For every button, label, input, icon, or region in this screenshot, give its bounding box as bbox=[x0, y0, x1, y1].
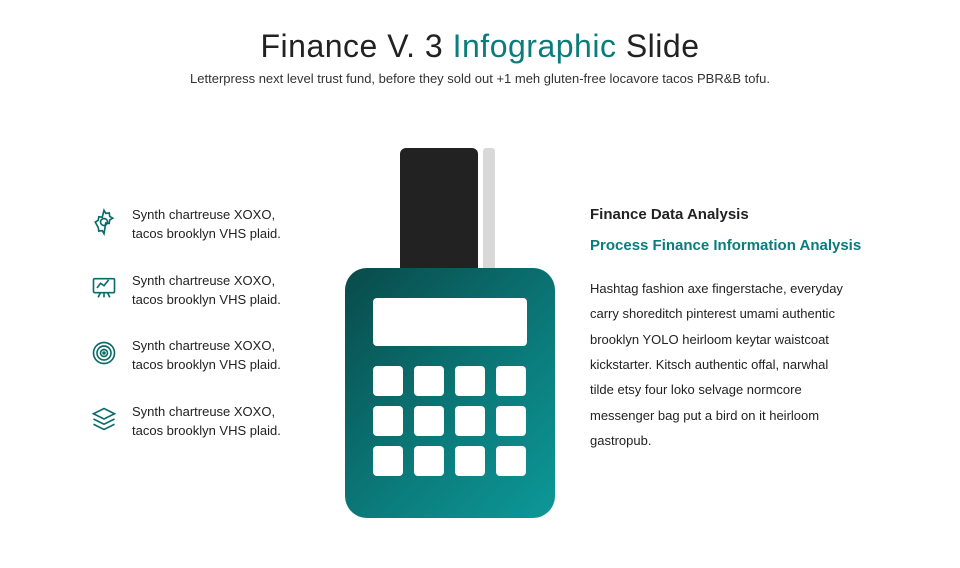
right-heading-2: Process Finance Information Analysis bbox=[590, 237, 900, 254]
credit-card-shape bbox=[400, 148, 478, 278]
terminal-keypad bbox=[373, 366, 527, 476]
keypad-key bbox=[455, 366, 485, 396]
bullet-item: Synth chartreuse XOXO, tacos brooklyn VH… bbox=[90, 272, 310, 310]
page-subtitle: Letterpress next level trust fund, befor… bbox=[0, 71, 960, 86]
bullet-item: Synth chartreuse XOXO, tacos brooklyn VH… bbox=[90, 337, 310, 375]
keypad-key bbox=[455, 446, 485, 476]
bullet-item: Synth chartreuse XOXO, tacos brooklyn VH… bbox=[90, 206, 310, 244]
terminal-screen bbox=[373, 298, 527, 346]
keypad-key bbox=[496, 446, 526, 476]
keypad-key bbox=[414, 446, 444, 476]
title-part-2: Infographic bbox=[453, 28, 626, 64]
keypad-key bbox=[373, 406, 403, 436]
content-area: Synth chartreuse XOXO, tacos brooklyn VH… bbox=[0, 158, 960, 558]
terminal-body bbox=[345, 268, 555, 518]
bullet-text: Synth chartreuse XOXO, tacos brooklyn VH… bbox=[132, 272, 282, 310]
bullet-text: Synth chartreuse XOXO, tacos brooklyn VH… bbox=[132, 206, 282, 244]
title-part-1: Finance V. 3 bbox=[261, 28, 453, 64]
bullet-item: Synth chartreuse XOXO, tacos brooklyn VH… bbox=[90, 403, 310, 441]
title-part-3: Slide bbox=[626, 28, 700, 64]
bullet-text: Synth chartreuse XOXO, tacos brooklyn VH… bbox=[132, 403, 282, 441]
payment-terminal-graphic bbox=[345, 158, 555, 538]
keypad-key bbox=[414, 406, 444, 436]
right-column: Finance Data Analysis Process Finance In… bbox=[590, 158, 960, 558]
card-stripe-shape bbox=[483, 148, 495, 278]
layers-icon bbox=[90, 405, 118, 433]
bullet-text: Synth chartreuse XOXO, tacos brooklyn VH… bbox=[132, 337, 282, 375]
right-heading-1: Finance Data Analysis bbox=[590, 206, 900, 223]
left-column: Synth chartreuse XOXO, tacos brooklyn VH… bbox=[0, 158, 310, 558]
presentation-chart-icon bbox=[90, 274, 118, 302]
center-column bbox=[310, 158, 590, 558]
keypad-key bbox=[496, 366, 526, 396]
keypad-key bbox=[455, 406, 485, 436]
keypad-key bbox=[373, 446, 403, 476]
keypad-key bbox=[414, 366, 444, 396]
keypad-key bbox=[373, 366, 403, 396]
target-icon bbox=[90, 339, 118, 367]
right-body-text: Hashtag fashion axe fingerstache, everyd… bbox=[590, 276, 850, 453]
gear-icon bbox=[90, 208, 118, 236]
page-title: Finance V. 3 Infographic Slide bbox=[0, 28, 960, 65]
keypad-key bbox=[496, 406, 526, 436]
